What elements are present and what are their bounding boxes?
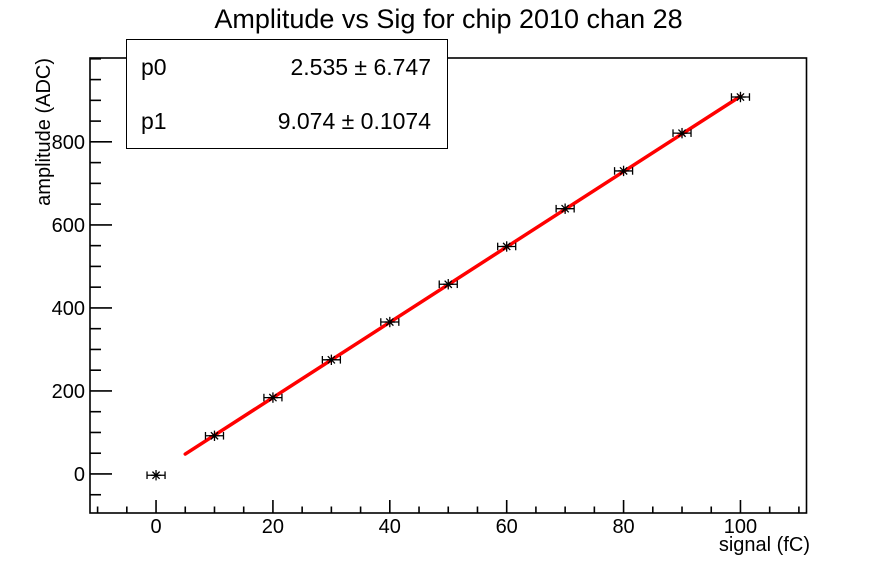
data-point (380, 316, 400, 328)
fit-line (183, 94, 743, 456)
x-axis-title: signal (fC) (719, 534, 810, 556)
data-point (438, 279, 458, 290)
x-tick-label: 40 (379, 516, 401, 538)
y-tick-label: 600 (52, 215, 85, 237)
data-point (321, 354, 342, 366)
x-tick-label: 0 (150, 516, 161, 538)
data-point (204, 430, 225, 441)
x-tick-label: 20 (262, 516, 284, 538)
data-point (263, 392, 283, 403)
fit-stats-row-p1: p1 9.074 ± 0.1074 (127, 94, 447, 148)
data-point (146, 470, 166, 481)
y-tick-label: 200 (52, 381, 85, 403)
plot-title: Amplitude vs Sig for chip 2010 chan 28 (214, 4, 683, 34)
data-point (555, 203, 575, 214)
y-axis-title: amplitude (ADC) (33, 58, 55, 206)
data-point (672, 127, 692, 139)
data-point (613, 165, 634, 177)
x-tick-label: 60 (496, 516, 518, 538)
data-point (497, 241, 517, 252)
y-tick-label: 0 (74, 464, 85, 486)
fit-param-value: 9.074 ± 0.1074 (277, 107, 431, 134)
fit-stats-box: p0 2.535 ± 6.747 p1 9.074 ± 0.1074 (126, 39, 448, 149)
fit-param-name: p1 (141, 107, 167, 134)
y-tick-label: 800 (52, 132, 85, 154)
fit-param-name: p0 (141, 53, 167, 80)
fit-stats-row-p0: p0 2.535 ± 6.747 (127, 40, 447, 94)
y-tick-label: 400 (52, 298, 85, 320)
fit-param-value: 2.535 ± 6.747 (290, 53, 431, 80)
data-point (730, 91, 751, 103)
x-tick-label: 100 (724, 516, 757, 538)
x-tick-label: 80 (612, 516, 634, 538)
